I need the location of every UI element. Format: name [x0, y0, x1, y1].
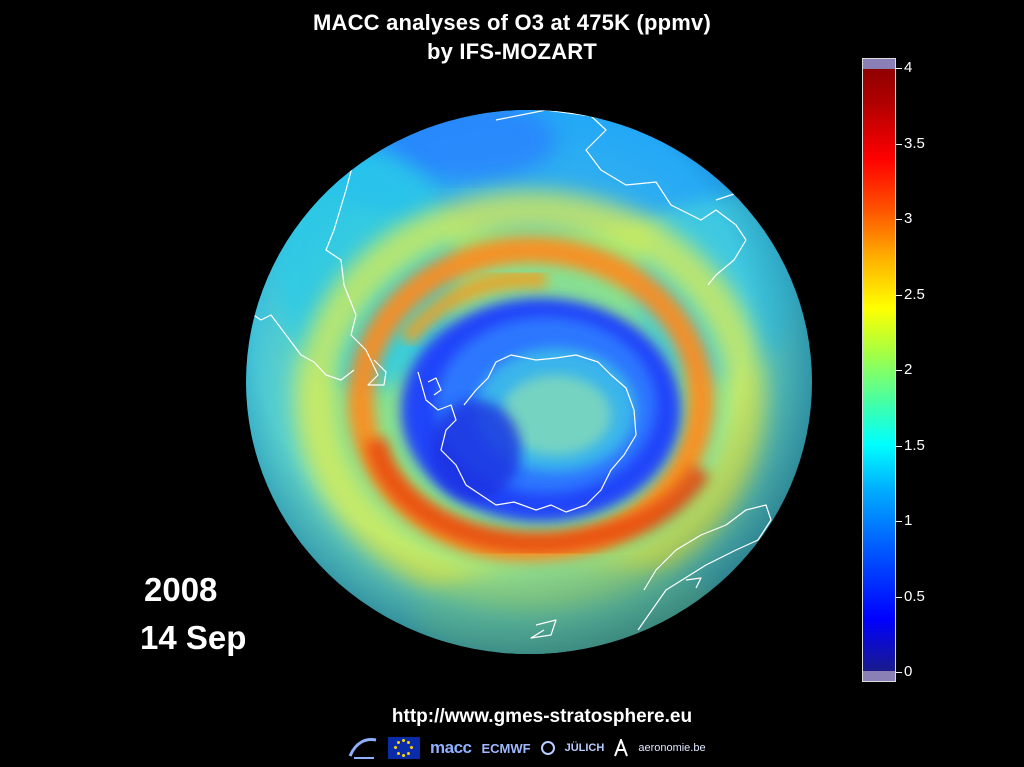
- colorbar-tick-mark: [896, 68, 902, 69]
- colorbar-tick-mark: [896, 294, 902, 296]
- colorbar-tick-label: 1.5: [904, 436, 925, 454]
- colorbar-tick-mark: [896, 219, 902, 220]
- colorbar-tick-label: 1: [904, 512, 913, 529]
- logo-strip: macc ECMWF JÜLICH aeronomie.be: [348, 732, 768, 764]
- aeronomie-logo: aeronomie.be: [638, 742, 706, 754]
- colorbar-tick-mark: [896, 143, 902, 145]
- colorbar-tick-mark: [896, 596, 902, 598]
- map-title: MACC analyses of O3 at 475K (ppmv) by IF…: [0, 8, 1024, 66]
- eu-flag-icon: [388, 737, 420, 759]
- colorbar-tick-label: 3.5: [904, 134, 925, 152]
- colorbar-tick-mark: [896, 445, 902, 447]
- date-day: 14 Sep: [140, 619, 247, 656]
- ozone-globe-map: [246, 110, 812, 654]
- julich-logo-icon: [540, 734, 555, 762]
- colorbar-gradient: [862, 58, 896, 682]
- colorbar-tick-label: 4: [904, 59, 913, 76]
- gmes-logo-icon: [348, 734, 378, 762]
- colorbar-legend: 4 3.5 3 2.5 2 1.5 1 0.5 0: [862, 58, 942, 688]
- colorbar-tick-label: 0: [904, 663, 913, 680]
- date-stamp: 2008 14 Sep: [140, 566, 246, 662]
- colorbar-tick-label: 2.5: [904, 285, 925, 303]
- julich-logo: JÜLICH: [564, 742, 605, 754]
- colorbar-tick-mark: [896, 672, 902, 673]
- title-line-1: MACC analyses of O3 at 475K (ppmv): [312, 10, 712, 35]
- ecmwf-logo: ECMWF: [481, 740, 531, 756]
- colorbar-tick-label: 2: [904, 361, 913, 378]
- macc-logo: macc: [430, 738, 472, 757]
- colorbar-tick-label: 0.5: [904, 587, 925, 605]
- date-year: 2008: [144, 571, 218, 608]
- source-url[interactable]: http://www.gmes-stratosphere.eu: [391, 706, 693, 727]
- title-line-2: by IFS-MOZART: [426, 39, 598, 64]
- aeronomie-logo-icon: [614, 734, 629, 762]
- globe: [246, 110, 812, 654]
- colorbar-tick-label: 3: [904, 210, 913, 227]
- colorbar-tick-mark: [896, 370, 902, 371]
- colorbar-tick-mark: [896, 521, 902, 522]
